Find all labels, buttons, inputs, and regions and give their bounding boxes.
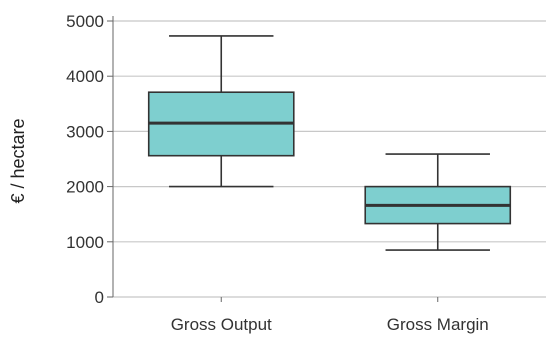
y-tick-label-5000: 5000 — [66, 12, 104, 31]
x-tick-label-gross-margin: Gross Margin — [387, 315, 489, 334]
y-tick-label-1000: 1000 — [66, 233, 104, 252]
box-series — [147, 35, 512, 251]
y-tick-label-3000: 3000 — [66, 122, 104, 141]
x-tick-label-gross-output: Gross Output — [171, 315, 272, 334]
y-axis: 0 1000 2000 3000 4000 5000 — [66, 12, 114, 307]
y-tick-label-4000: 4000 — [66, 67, 104, 86]
x-axis: Gross Output Gross Margin — [171, 297, 489, 334]
box-gross-margin — [364, 153, 512, 251]
y-axis-title: € / hectare — [8, 118, 28, 203]
y-tick-label-2000: 2000 — [66, 178, 104, 197]
grid-lines — [113, 20, 546, 298]
y-tick-label-0: 0 — [95, 288, 104, 307]
box-gross-output — [147, 35, 295, 188]
